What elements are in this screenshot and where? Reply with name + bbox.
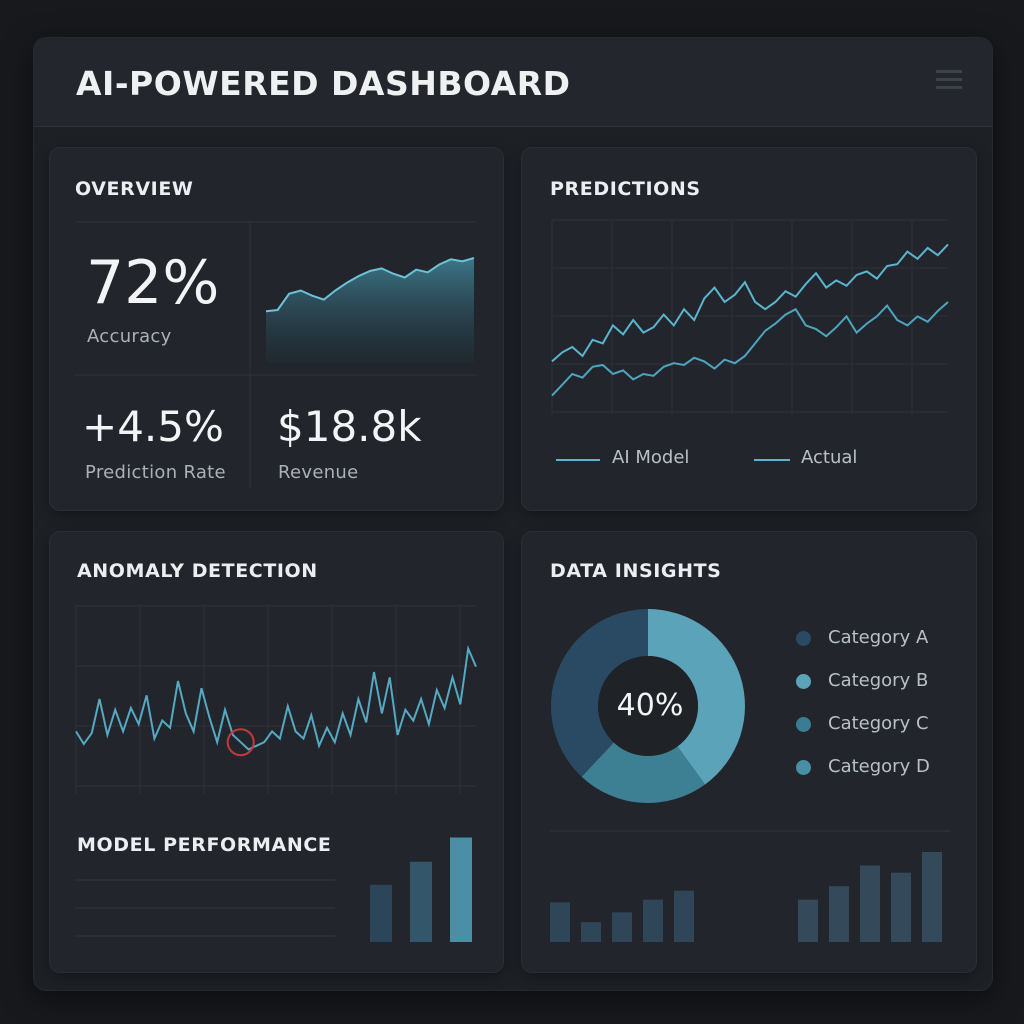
donut-center-label: 40% (616, 688, 684, 723)
overview-title: OVERVIEW (75, 178, 194, 200)
insight-bar (674, 890, 694, 942)
pred-series-1 (551, 301, 949, 397)
insight-bar (612, 912, 632, 942)
category-dot (796, 760, 811, 775)
category-dot (796, 631, 811, 646)
performance-bar (370, 884, 392, 942)
predictions-title: PREDICTIONS (550, 178, 701, 200)
insight-bar (798, 899, 818, 942)
sparkline-area (266, 258, 474, 363)
hamburger-menu-icon[interactable] (936, 68, 962, 92)
insights-donut-chart (551, 609, 745, 803)
donut-slice (551, 609, 648, 777)
pred-series-0 (551, 243, 949, 363)
sparkline-line (265, 257, 475, 313)
legend-actual-swatch (754, 459, 790, 461)
model-performance-chart (370, 837, 472, 942)
anomaly-marker (226, 728, 255, 757)
anomaly-series (75, 644, 477, 751)
anomaly-title: ANOMALY DETECTION (77, 560, 318, 582)
accuracy-label: Accuracy (87, 326, 172, 347)
prediction-rate-label: Prediction Rate (85, 462, 226, 483)
insight-bar (860, 865, 880, 942)
insights-title: DATA INSIGHTS (550, 560, 722, 582)
dashboard-title: AI-POWERED DASHBOARD (76, 64, 571, 103)
legend-ai-model: AI Model (612, 447, 690, 468)
performance-bar (450, 837, 472, 942)
insight-bar (922, 852, 942, 942)
model-performance-lines (75, 879, 335, 937)
accuracy-sparkline (265, 257, 475, 363)
prediction-rate-value: +4.5% (82, 402, 224, 451)
app-header: AI-POWERED DASHBOARD (34, 38, 992, 127)
donut-hole (598, 656, 698, 756)
insights-bar-chart (550, 852, 942, 942)
insights-panel: DATA INSIGHTS 40% Category A Category B Ca… (522, 532, 976, 972)
predictions-panel: PREDICTIONS AI Model Actual (522, 148, 976, 510)
legend-actual: Actual (801, 447, 858, 468)
category-dot (796, 717, 811, 732)
anomaly-panel: ANOMALY DETECTION MODEL PERFORMANCE (50, 532, 503, 972)
insights-divider (550, 830, 950, 832)
category-label[interactable]: Category D (828, 756, 930, 777)
legend-ai-model-swatch (556, 459, 600, 461)
donut-slice (648, 609, 745, 785)
category-label[interactable]: Category A (828, 627, 929, 648)
donut-slice (581, 742, 706, 803)
category-dot (796, 674, 811, 689)
insight-bar (891, 872, 911, 942)
anomaly-chart (75, 604, 477, 794)
insight-bar (581, 922, 601, 942)
revenue-value: $18.8k (277, 402, 422, 451)
accuracy-value: 72% (86, 248, 220, 318)
category-label[interactable]: Category B (828, 670, 929, 691)
revenue-label: Revenue (278, 462, 359, 483)
insight-bar (550, 902, 570, 942)
model-performance-title: MODEL PERFORMANCE (77, 834, 332, 856)
overview-panel: OVERVIEW 72% Accuracy +4.5% Prediction R… (50, 148, 503, 510)
category-label[interactable]: Category C (828, 713, 929, 734)
predictions-chart (551, 219, 949, 414)
performance-bar (410, 861, 432, 942)
overview-grid-lines (75, 221, 476, 488)
insight-bar (829, 886, 849, 942)
insight-bar (643, 899, 663, 942)
